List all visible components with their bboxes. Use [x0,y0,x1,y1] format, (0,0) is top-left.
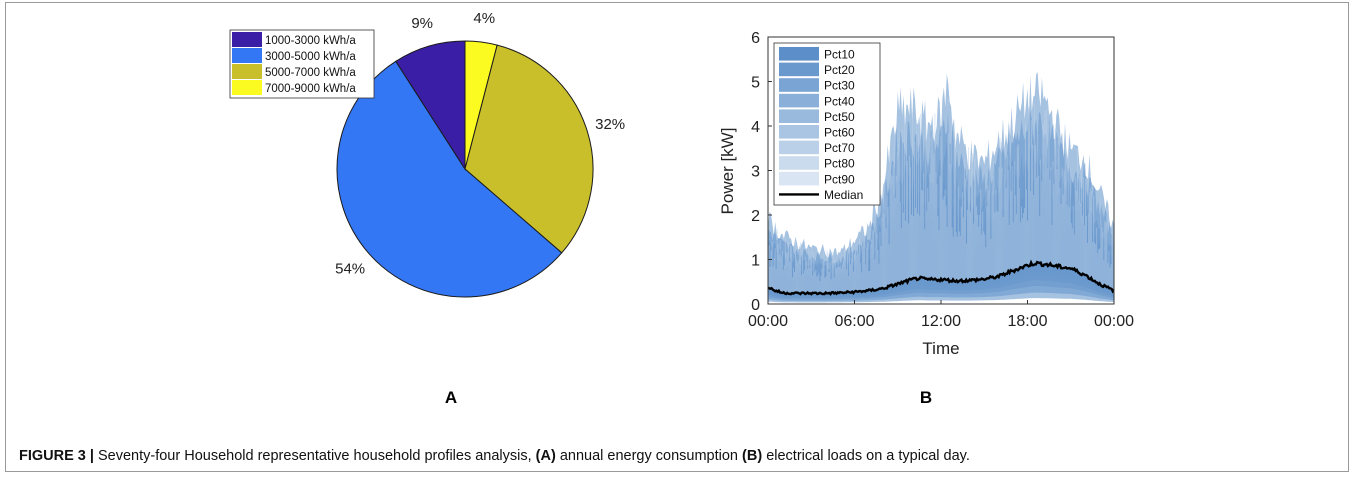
legend-label: Pct40 [824,94,855,108]
legend-swatch [779,140,819,155]
caption-ref-b: (B) [742,448,763,464]
legend-label: Pct70 [824,141,855,155]
legend-swatch [779,109,819,123]
caption-text-1: Seventy-four Household representative ho… [93,448,536,464]
pie-slice-3000-5000 [336,60,563,298]
x-tick-label: 00:00 [1094,313,1134,330]
pie-percent-label: 32% [595,116,625,133]
legend-label: Pct10 [824,48,855,62]
pie-slices [336,40,594,298]
legend-swatch [779,93,819,108]
pie-slice-5000-7000 [464,44,594,254]
y-tick-label: 5 [751,75,760,92]
x-axis-label: Time [922,339,959,358]
y-tick-label: 0 [751,297,760,314]
y-axis-label: Power [kW] [718,128,737,215]
figure-caption: FIGURE 3 | Seventy-four Household repres… [19,448,970,464]
pie-percent-label: 9% [411,15,433,32]
legend-label: 3000-5000 kWh/a [265,51,356,63]
legend-label: 5000-7000 kWh/a [265,67,356,79]
caption-text-2: annual energy consumption [555,448,743,464]
figure-frame [5,2,1349,472]
x-tick-label: 18:00 [1007,313,1047,330]
legend-label: 1000-3000 kWh/a [265,35,356,47]
legend-label: Pct60 [824,126,855,140]
pie-percent-labels: 4% 32% 54% 9% [335,10,625,277]
y-tick-label: 6 [751,30,760,47]
pie-slice-1000-3000 [395,40,466,171]
x-tick-label: 12:00 [921,313,961,330]
legend-label: Pct90 [824,172,855,186]
panel-a-label: A [445,388,457,407]
load-spikes [768,97,1114,294]
legend-swatch [779,171,819,186]
y-tick-label: 4 [751,119,760,136]
legend-label: Pct30 [824,79,855,93]
median-line [768,259,1114,296]
legend-swatch [779,156,819,170]
legend-swatch [232,64,262,79]
pie-percent-label: 54% [335,261,365,278]
pie-legend: 1000-3000 kWh/a 3000-5000 kWh/a 5000-7000 … [229,29,375,99]
legend-label: Pct50 [824,110,855,124]
caption-text-3: electrical loads on a typical day. [762,448,970,464]
legend-swatch [779,125,819,139]
caption-ref-a: (A) [535,448,556,464]
x-tick-label: 06:00 [834,313,874,330]
x-axis-ticks: 00:00 06:00 12:00 18:00 00:00 [748,300,1134,330]
legend-swatch [779,47,819,61]
legend-swatch [779,78,819,92]
legend-swatch [232,80,262,95]
legend-swatch [232,48,262,63]
load-profile-chart: 0 1 2 3 4 5 6 00:00 06:00 12:00 18:00 00:00 Time P… [718,30,1134,407]
legend-swatch [232,32,262,47]
legend-swatch [779,62,819,77]
y-axis-ticks: 0 1 2 3 4 5 6 [751,30,772,314]
y-tick-label: 1 [751,253,760,270]
legend-label: 7000-9000 kWh/a [265,83,356,95]
x-tick-label: 00:00 [748,313,788,330]
pie-percent-label: 4% [473,10,495,27]
y-tick-label: 3 [751,164,760,181]
legend-label: Pct20 [824,63,855,77]
panel-b-label: B [920,388,932,407]
legend-label: Median [824,188,863,202]
y-tick-label: 2 [751,208,760,225]
legend-label: Pct80 [824,157,855,171]
caption-figure-label: FIGURE 3 | [19,448,94,464]
pie-chart: 4% 32% 54% 9% 1000-3000 kWh/a 3000-5000 kWh/… [229,10,625,407]
